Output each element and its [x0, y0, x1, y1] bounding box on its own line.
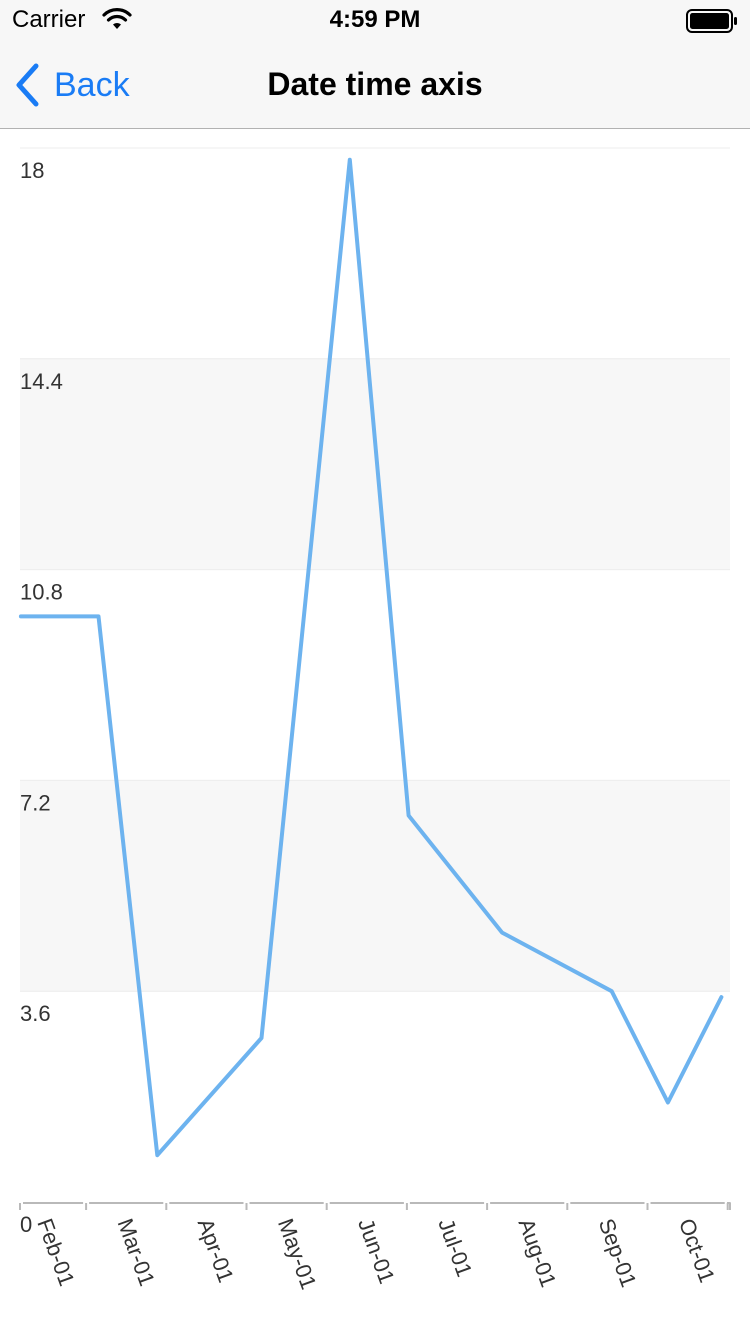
navigation-bar: Back Date time axis	[0, 40, 750, 129]
x-tick-label: May-01	[273, 1215, 322, 1292]
grid-band	[20, 358, 730, 570]
x-axis-labels: Feb-01 Mar-01 Apr-01 May-01 Jun-01 Jul-01 Aug-…	[32, 1215, 720, 1292]
carrier-label: Carrier	[12, 6, 86, 33]
chevron-left-icon	[16, 63, 39, 107]
x-tick-label: Feb-01	[32, 1215, 79, 1289]
y-tick-label: 3.6	[20, 1001, 51, 1026]
x-tick-label: Mar-01	[113, 1215, 160, 1289]
back-button[interactable]: Back	[14, 62, 130, 108]
x-tick-label: Apr-01	[193, 1215, 239, 1286]
y-axis-labels: 0 3.6 7.2 10.8 14.4 18	[20, 158, 63, 1237]
x-tick-label: Sep-01	[594, 1215, 642, 1290]
clock: 4:59 PM	[329, 6, 421, 33]
back-label: Back	[54, 65, 130, 104]
x-tick-label: Oct-01	[674, 1215, 720, 1286]
series-group	[18, 157, 724, 1158]
y-tick-label: 7.2	[20, 790, 51, 815]
y-tick-label: 14.4	[20, 369, 63, 394]
grid-bands	[20, 147, 730, 992]
y-tick-label: 0	[20, 1212, 32, 1237]
page-title: Date time axis	[267, 66, 483, 102]
y-tick-label: 18	[20, 158, 44, 183]
line-chart: 0 3.6 7.2 10.8 14.4 18 Feb-01 Mar-01 Apr-01 May-…	[18, 147, 731, 1293]
x-tick-label: Aug-01	[514, 1215, 562, 1290]
wifi-icon	[102, 8, 132, 29]
battery-icon	[686, 9, 737, 33]
y-tick-label: 10.8	[20, 580, 63, 605]
status-bar: Carrier 4:59 PM	[0, 0, 750, 40]
x-tick-label: Jun-01	[353, 1215, 400, 1287]
x-axis	[19, 1202, 731, 1210]
grid-band	[20, 780, 730, 992]
series-line	[18, 157, 724, 1158]
x-tick-label: Jul-01	[433, 1215, 477, 1280]
